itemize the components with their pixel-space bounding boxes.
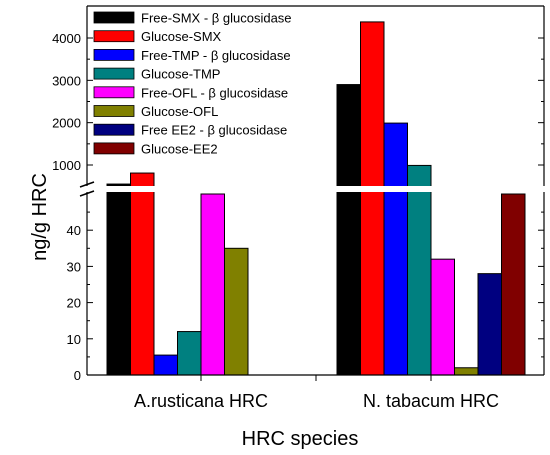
legend-label: Glucose-TMP xyxy=(141,67,220,82)
bar-3-2 xyxy=(383,122,408,376)
axis-break-mark-1 xyxy=(79,181,95,188)
bar-7-2 xyxy=(477,273,502,376)
legend-label: Glucose-SMX xyxy=(141,29,222,44)
bar-2-2 xyxy=(360,21,385,376)
legend-swatch xyxy=(93,123,135,136)
y-tick-label: 0 xyxy=(74,368,81,383)
legend-swatch xyxy=(93,67,135,80)
legend-label: Glucose-EE2 xyxy=(141,141,218,156)
bar-1-1 xyxy=(106,183,131,376)
legend-label: Glucose-OFL xyxy=(141,104,218,119)
legend-swatch xyxy=(93,49,135,61)
ticks-layer: 0 10 20 30 40 1000 2000 3000 4000 A.rusticana HRC… xyxy=(52,31,544,411)
y-tick-label: 4000 xyxy=(52,31,81,46)
legend-swatch xyxy=(93,142,135,155)
bar-5-1 xyxy=(200,193,225,376)
bar-3-1 xyxy=(153,354,178,376)
bar-6-2 xyxy=(454,367,479,376)
legend-label: Free-OFL - β glucosidase xyxy=(141,85,288,100)
y-tick-label: 2000 xyxy=(52,116,81,131)
bar-8-2 xyxy=(501,193,526,376)
legend-swatch xyxy=(93,105,135,117)
bar-2-1 xyxy=(130,172,155,376)
x-category-label: N. tabacum HRC xyxy=(363,391,499,411)
x-category-label: A.rusticana HRC xyxy=(134,391,268,411)
legend-label: Free-SMX - β glucosidase xyxy=(141,11,292,26)
y-axis-title: ng/g HRC xyxy=(29,173,51,261)
legend-swatch xyxy=(93,11,135,24)
legend-label: Free EE2 - β glucosidase xyxy=(141,123,287,138)
legend: Free-SMX - β glucosidase Glucose-SMX Free-… xyxy=(93,11,292,156)
bar-4-2 xyxy=(407,164,432,376)
legend-swatch xyxy=(93,86,135,99)
y-tick-label: 30 xyxy=(67,259,81,274)
y-tick-label: 10 xyxy=(67,332,81,347)
bar-4-1 xyxy=(177,331,202,376)
axis-break-gap xyxy=(75,186,546,192)
y-tick-label: 20 xyxy=(67,296,81,311)
y-tick-label: 3000 xyxy=(52,73,81,88)
axis-break-mark-2 xyxy=(79,190,95,197)
bar-5-2 xyxy=(430,258,455,376)
bar-6-1 xyxy=(224,247,249,376)
y-tick-label: 40 xyxy=(67,223,81,238)
legend-swatch xyxy=(93,30,135,43)
y-tick-label: 1000 xyxy=(52,158,81,173)
bars-layer xyxy=(106,21,526,376)
bar-1-2 xyxy=(336,84,361,376)
x-axis-title: HRC species xyxy=(242,428,359,450)
legend-label: Free-TMP - β glucosidase xyxy=(141,48,291,63)
